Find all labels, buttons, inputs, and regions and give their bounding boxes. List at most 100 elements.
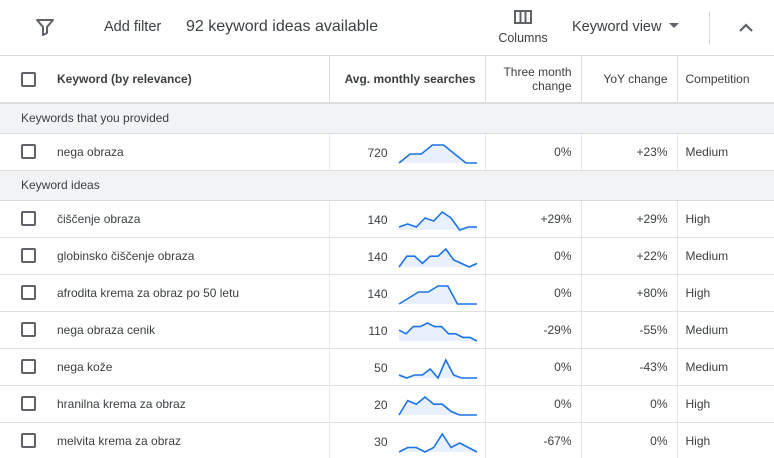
- avg-monthly-searches-cell: 720: [329, 133, 486, 171]
- row-checkbox-cell: [0, 422, 46, 458]
- row-checkbox-cell: [0, 200, 46, 238]
- keyword-ideas-count: 92 keyword ideas available: [186, 18, 379, 35]
- keyword-cell: globinsko čiščenje obraza: [46, 237, 330, 275]
- row-checkbox-cell: [0, 274, 46, 312]
- trend-line: [398, 432, 477, 453]
- row-checkbox[interactable]: [21, 322, 36, 337]
- avg-monthly-searches-cell: 30: [329, 422, 486, 458]
- header-keyword[interactable]: Keyword (by relevance): [46, 56, 330, 104]
- three-month-change-cell: 0%: [485, 348, 582, 386]
- three-month-change-cell: +29%: [485, 200, 582, 238]
- keyword-cell: čiščenje obraza: [46, 200, 330, 238]
- row-checkbox-cell: [0, 311, 46, 349]
- trend-area: [398, 322, 477, 341]
- table-row: nega obraza cenik 110 -29% -55% Medium: [0, 311, 774, 349]
- table-row: nega kože 50 0% -43% Medium: [0, 348, 774, 386]
- toolbar: Add filter 92 keyword ideas available Co…: [0, 0, 774, 56]
- group-row-ideas: Keyword ideas: [0, 170, 774, 201]
- row-checkbox[interactable]: [21, 359, 36, 374]
- filter-icon[interactable]: [34, 16, 56, 38]
- yoy-change-cell: +29%: [581, 200, 678, 238]
- three-month-change-cell: -67%: [485, 422, 582, 458]
- trend-line: [398, 284, 477, 305]
- row-checkbox[interactable]: [21, 433, 36, 448]
- table-header-row: Keyword (by relevance) Avg. monthly sear…: [0, 56, 774, 104]
- three-month-change-cell: 0%: [485, 274, 582, 312]
- table-row: globinsko čiščenje obraza 140 0% +22% Medium: [0, 237, 774, 275]
- avg-monthly-searches-value: 140: [367, 212, 388, 227]
- trend-sparkline: [398, 321, 477, 342]
- competition-cell: Medium: [677, 237, 774, 275]
- competition-cell: High: [677, 385, 774, 423]
- columns-label: Columns: [498, 31, 548, 45]
- trend-area: [398, 433, 477, 452]
- yoy-change-cell: +23%: [581, 133, 678, 171]
- select-all-checkbox[interactable]: [21, 71, 36, 87]
- columns-button[interactable]: Columns: [494, 9, 552, 51]
- avg-monthly-searches-value: 20: [374, 397, 388, 412]
- trend-area: [398, 285, 477, 304]
- trend-sparkline: [397, 247, 477, 268]
- competition-cell: High: [677, 422, 774, 458]
- table-row: nega obraza 720 0% +23% Medium: [0, 133, 774, 171]
- competition-cell: Medium: [677, 133, 774, 171]
- yoy-change-cell: 0%: [581, 385, 678, 423]
- keyword-view-label: Keyword view: [572, 19, 662, 35]
- table-row: čiščenje obraza 140 +29% +29% High: [0, 200, 774, 238]
- avg-monthly-searches-value: 50: [374, 360, 388, 375]
- avg-monthly-searches-cell: 140: [329, 274, 486, 312]
- avg-monthly-searches-cell: 50: [329, 348, 486, 386]
- group-row-provided: Keywords that you provided: [0, 103, 774, 134]
- trend-sparkline: [397, 143, 477, 164]
- header-competition[interactable]: Competition: [677, 56, 774, 104]
- competition-cell: High: [677, 274, 774, 312]
- header-yoy-change[interactable]: YoY change: [581, 56, 678, 104]
- row-checkbox-cell: [0, 133, 46, 171]
- yoy-change-cell: -55%: [581, 311, 678, 349]
- competition-cell: Medium: [677, 348, 774, 386]
- row-checkbox-cell: [0, 385, 46, 423]
- trend-line: [398, 210, 477, 231]
- yoy-change-cell: +22%: [581, 237, 678, 275]
- trend-area: [398, 359, 477, 378]
- keyword-table: Keyword (by relevance) Avg. monthly sear…: [0, 56, 774, 458]
- keyword-cell: melvita krema za obraz: [46, 422, 330, 458]
- row-checkbox[interactable]: [21, 248, 36, 263]
- avg-monthly-searches-value: 140: [367, 249, 388, 264]
- row-checkbox[interactable]: [21, 285, 36, 300]
- table-row: hranilna krema za obraz 20 0% 0% High: [0, 385, 774, 423]
- header-avg-monthly-searches[interactable]: Avg. monthly searches: [329, 56, 486, 104]
- three-month-change-cell: 0%: [485, 133, 582, 171]
- avg-monthly-searches-cell: 140: [329, 200, 486, 238]
- avg-monthly-searches-cell: 20: [329, 385, 486, 423]
- competition-cell: High: [677, 200, 774, 238]
- trend-area: [398, 396, 477, 415]
- keyword-cell: afrodita krema za obraz po 50 letu: [46, 274, 330, 312]
- keyword-cell: nega obraza: [46, 133, 330, 171]
- row-checkbox[interactable]: [21, 211, 36, 226]
- trend-line: [398, 321, 477, 342]
- header-checkbox-cell: [0, 56, 46, 104]
- trend-line: [397, 143, 477, 164]
- keyword-cell: hranilna krema za obraz: [46, 385, 330, 423]
- trend-line: [397, 395, 477, 416]
- add-filter-button[interactable]: Add filter: [104, 19, 162, 35]
- header-three-month-line2: change: [532, 79, 572, 93]
- trend-sparkline: [398, 210, 477, 231]
- keyword-view-dropdown[interactable]: Keyword view: [572, 19, 680, 35]
- yoy-change-cell: -43%: [581, 348, 678, 386]
- trend-sparkline: [397, 395, 477, 416]
- row-checkbox[interactable]: [21, 396, 36, 411]
- table-row: afrodita krema za obraz po 50 letu 140 0% +…: [0, 274, 774, 312]
- avg-monthly-searches-value: 30: [374, 434, 388, 449]
- avg-monthly-searches-cell: 140: [329, 237, 486, 275]
- trend-area: [398, 248, 477, 267]
- avg-monthly-searches-value: 110: [368, 323, 388, 338]
- row-checkbox[interactable]: [21, 144, 36, 159]
- header-three-month-change[interactable]: Three month change: [485, 56, 582, 104]
- columns-icon: [514, 10, 532, 24]
- three-month-change-cell: 0%: [485, 385, 582, 423]
- three-month-change-cell: -29%: [485, 311, 582, 349]
- chevron-up-icon[interactable]: [734, 17, 758, 39]
- trend-area: [398, 144, 477, 163]
